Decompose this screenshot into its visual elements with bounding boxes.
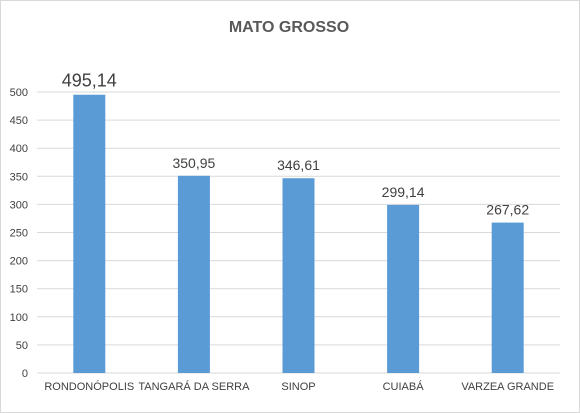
y-tick-label: 250 bbox=[10, 228, 28, 240]
bar bbox=[282, 178, 315, 373]
x-axis-categories: RONDONÓPOLIS TANGARÁ DA SERRA SINOP CUIABÁ V… bbox=[44, 380, 554, 393]
bar-value-label: 350,95 bbox=[172, 155, 215, 171]
y-tick-label: 0 bbox=[22, 368, 28, 380]
bar-value-label: 495,14 bbox=[62, 71, 117, 91]
y-tick-label: 200 bbox=[10, 256, 28, 268]
x-category-label: RONDONÓPOLIS bbox=[44, 380, 134, 393]
y-tick-label: 400 bbox=[10, 143, 28, 155]
bar bbox=[73, 94, 106, 373]
bar-value-label: 267,62 bbox=[486, 202, 529, 218]
bar bbox=[177, 175, 210, 373]
y-tick-label: 350 bbox=[10, 171, 28, 183]
data-labels: 495,14 350,95 346,61 299,14 267,62 bbox=[62, 71, 530, 218]
y-tick-label: 300 bbox=[10, 199, 28, 211]
bar bbox=[387, 204, 420, 373]
y-tick-label: 100 bbox=[10, 312, 28, 324]
y-tick-label: 500 bbox=[10, 87, 28, 99]
x-category-label: SINOP bbox=[281, 381, 315, 393]
bar bbox=[491, 222, 524, 373]
y-tick-label: 50 bbox=[16, 340, 28, 352]
y-axis-ticks: 0 50 100 150 200 250 300 350 400 450 500 bbox=[10, 87, 28, 380]
chart-title: MATO GROSSO bbox=[229, 19, 349, 36]
x-category-label: CUIABÁ bbox=[383, 380, 425, 393]
x-category-label: VARZEA GRANDE bbox=[461, 381, 554, 393]
y-tick-label: 150 bbox=[10, 284, 28, 296]
x-category-label: TANGARÁ DA SERRA bbox=[138, 380, 250, 393]
gridlines bbox=[37, 91, 560, 374]
bar-value-label: 299,14 bbox=[382, 184, 425, 200]
bar-value-label: 346,61 bbox=[277, 157, 320, 173]
y-tick-label: 450 bbox=[10, 115, 28, 127]
bars bbox=[73, 94, 524, 373]
